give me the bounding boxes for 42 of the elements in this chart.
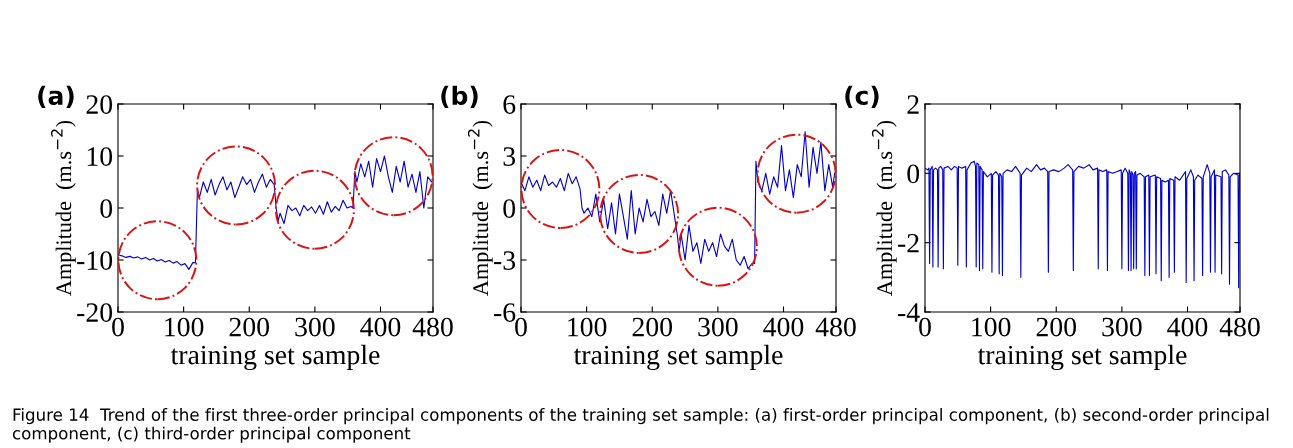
x-tick-label: 400 bbox=[763, 317, 804, 337]
y-axis-title: Amplitude (m.s$^{−2}$) bbox=[467, 120, 493, 296]
x-tick-label: 300 bbox=[698, 317, 738, 337]
x-axis-title: training set sample bbox=[573, 344, 783, 371]
x-tick-label: 200 bbox=[1036, 317, 1077, 337]
y-tick-label: 10 bbox=[87, 147, 113, 166]
y-tick-label: -2 bbox=[898, 233, 919, 253]
x-axis-title: training set sample bbox=[170, 344, 380, 371]
chart-title: (c) bbox=[845, 85, 879, 108]
x-tick-label: 100 bbox=[568, 317, 607, 337]
y-tick-label: 0 bbox=[503, 199, 516, 218]
x-tick-label: 100 bbox=[165, 317, 204, 337]
line-series bbox=[925, 160, 1240, 289]
y-tick-label: 0 bbox=[100, 199, 113, 218]
x-tick-label: 300 bbox=[1102, 317, 1142, 337]
x-tick-label: 200 bbox=[632, 317, 673, 337]
x-tick-label: 100 bbox=[972, 317, 1011, 337]
y-tick-label: -10 bbox=[77, 251, 113, 270]
chart-title: (b) bbox=[441, 85, 478, 108]
x-tick-label: 480 bbox=[412, 317, 453, 337]
x-axis-title: training set sample bbox=[977, 344, 1187, 371]
x-tick-label: 400 bbox=[1167, 317, 1208, 337]
x-tick-label: 400 bbox=[360, 317, 401, 337]
chart-title: (a) bbox=[38, 85, 74, 108]
y-tick-label: 20 bbox=[86, 95, 113, 114]
y-axis-title: Amplitude (m.s$^{−2}$) bbox=[871, 120, 897, 296]
x-tick-label: 480 bbox=[815, 317, 856, 337]
caption: Figure 14 Trend of the first three-order principal components of the training set sample: (a) first-order principal component, (b) second-order principal component, (c) third-order principal component bbox=[12, 408, 1269, 443]
y-tick-label: 6 bbox=[503, 95, 516, 114]
line-series bbox=[118, 155, 433, 270]
x-tick-label: 480 bbox=[1219, 317, 1260, 337]
y-tick-label: -20 bbox=[77, 303, 113, 322]
y-tick-label: -6 bbox=[494, 303, 516, 322]
y-axis-title: Amplitude (m.s$^{−2}$) bbox=[51, 120, 76, 296]
line-series bbox=[521, 131, 836, 270]
y-tick-label: -3 bbox=[494, 251, 516, 270]
y-tick-label: 2 bbox=[907, 95, 919, 114]
x-tick-label: 200 bbox=[229, 317, 270, 337]
y-tick-label: 0 bbox=[907, 164, 920, 184]
x-tick-label: 300 bbox=[295, 317, 335, 337]
y-tick-label: -4 bbox=[898, 303, 920, 322]
y-tick-label: 3 bbox=[503, 147, 516, 166]
